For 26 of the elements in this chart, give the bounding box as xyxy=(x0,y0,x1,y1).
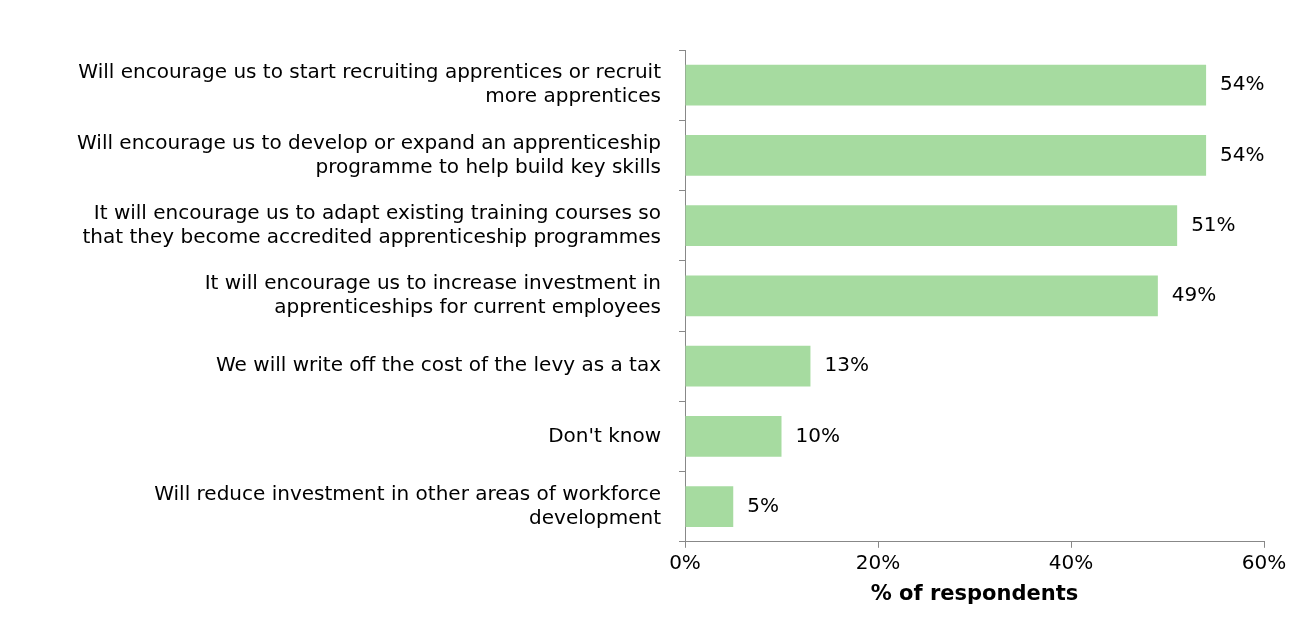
bar xyxy=(685,205,1178,247)
data-label: 13% xyxy=(824,352,869,377)
x-tick-label: 0% xyxy=(669,550,701,574)
data-label: 10% xyxy=(795,422,840,447)
x-tick-label: 60% xyxy=(1241,550,1287,574)
data-label: 54% xyxy=(1220,71,1265,96)
y-tick-label: Will reduce investment in other areas of workforce development xyxy=(154,480,662,529)
bar xyxy=(685,416,782,457)
bar xyxy=(685,345,811,387)
y-tick-label: It will encourage us to adapt existing training courses so that they become accredited apprenticeship programmes xyxy=(82,199,661,248)
data-label: 5% xyxy=(747,492,779,517)
y-tick-label: We will write off the cost of the levy as a tax xyxy=(216,352,662,377)
x-tick-label: 40% xyxy=(1048,550,1094,574)
y-tick-label: It will encourage us to increase investment in apprenticeships for current employees xyxy=(204,270,661,319)
y-tick-label: Will encourage us to develop or expand an apprenticeship programme to help build key skills xyxy=(77,129,661,178)
y-tick-label: Don't know xyxy=(548,422,661,447)
x-axis-title: % of respondents xyxy=(870,580,1079,605)
bar xyxy=(685,64,1207,106)
bar xyxy=(685,486,734,528)
y-tick-label: Will encourage us to start recruiting apprentices or recruit more apprentices xyxy=(78,59,662,108)
bar xyxy=(685,275,1158,317)
data-label: 54% xyxy=(1220,141,1265,166)
data-label: 51% xyxy=(1191,211,1236,236)
x-tick-label: 20% xyxy=(855,550,901,574)
data-label: 49% xyxy=(1171,282,1217,307)
bar xyxy=(685,135,1207,176)
